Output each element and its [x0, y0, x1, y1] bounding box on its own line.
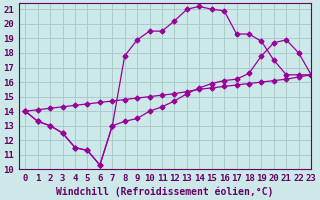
X-axis label: Windchill (Refroidissement éolien,°C): Windchill (Refroidissement éolien,°C): [56, 186, 274, 197]
